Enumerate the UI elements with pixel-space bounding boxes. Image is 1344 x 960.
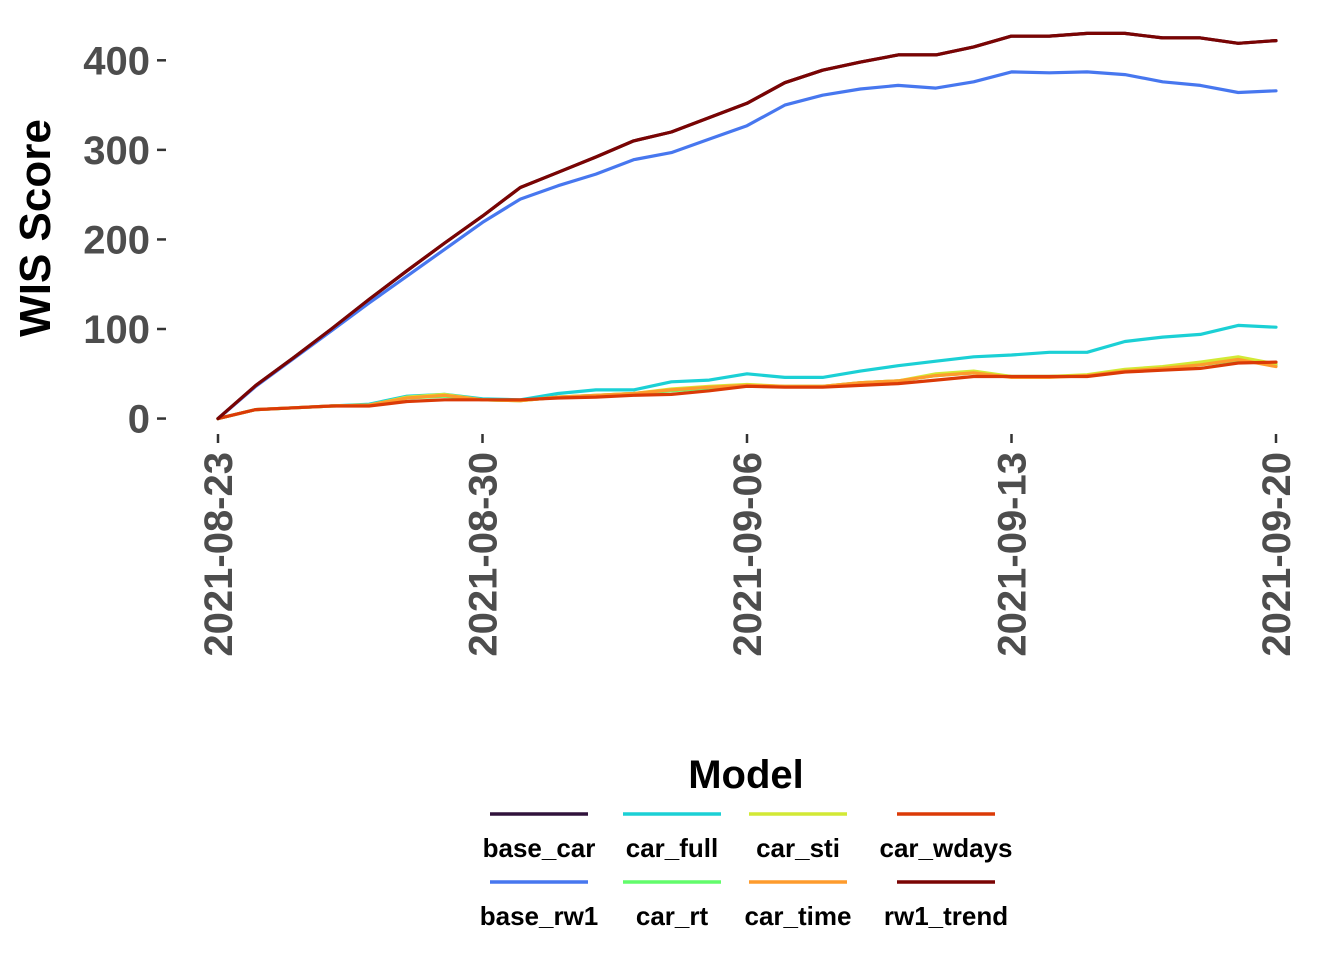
legend-label-car_time: car_time — [745, 901, 852, 931]
legend-label-base_rw1: base_rw1 — [480, 901, 599, 931]
legend-title: Model — [688, 753, 804, 797]
legend-label-car_wdays: car_wdays — [880, 833, 1013, 863]
y-tick-label: 100 — [83, 308, 150, 352]
legend: Model base_car base_rw1 car_full car_rt car_… — [480, 753, 1013, 931]
series-line-car_time — [216, 357, 1278, 421]
x-tick-label: 2021-09-20 — [1255, 452, 1299, 657]
x-tick-label: 2021-09-13 — [991, 452, 1035, 657]
y-axis-title: WIS Score — [11, 119, 60, 337]
series-line-base_car — [216, 31, 1278, 421]
plot-lines — [216, 31, 1278, 421]
legend-label-rw1_trend: rw1_trend — [884, 901, 1008, 931]
y-axis: 0 100 200 300 400 — [83, 39, 166, 442]
y-tick-label: 300 — [83, 129, 150, 173]
y-tick-label: 0 — [128, 398, 150, 442]
y-tick-label: 400 — [83, 39, 150, 83]
legend-label-base_car: base_car — [483, 833, 596, 863]
legend-label-car_sti: car_sti — [756, 833, 840, 863]
x-axis: 2021-08-23 2021-08-30 2021-09-06 2021-09-13… — [197, 434, 1299, 657]
x-tick-label: 2021-08-23 — [197, 452, 241, 657]
series-line-rw1_trend — [216, 31, 1278, 421]
series-line-base_rw1 — [216, 70, 1278, 421]
series-line-car_wdays — [216, 360, 1278, 421]
legend-label-car_full: car_full — [626, 833, 719, 863]
x-tick-label: 2021-09-06 — [726, 452, 770, 657]
x-tick-label: 2021-08-30 — [462, 452, 506, 657]
legend-label-car_rt: car_rt — [636, 901, 709, 931]
y-tick-label: 200 — [83, 218, 150, 262]
